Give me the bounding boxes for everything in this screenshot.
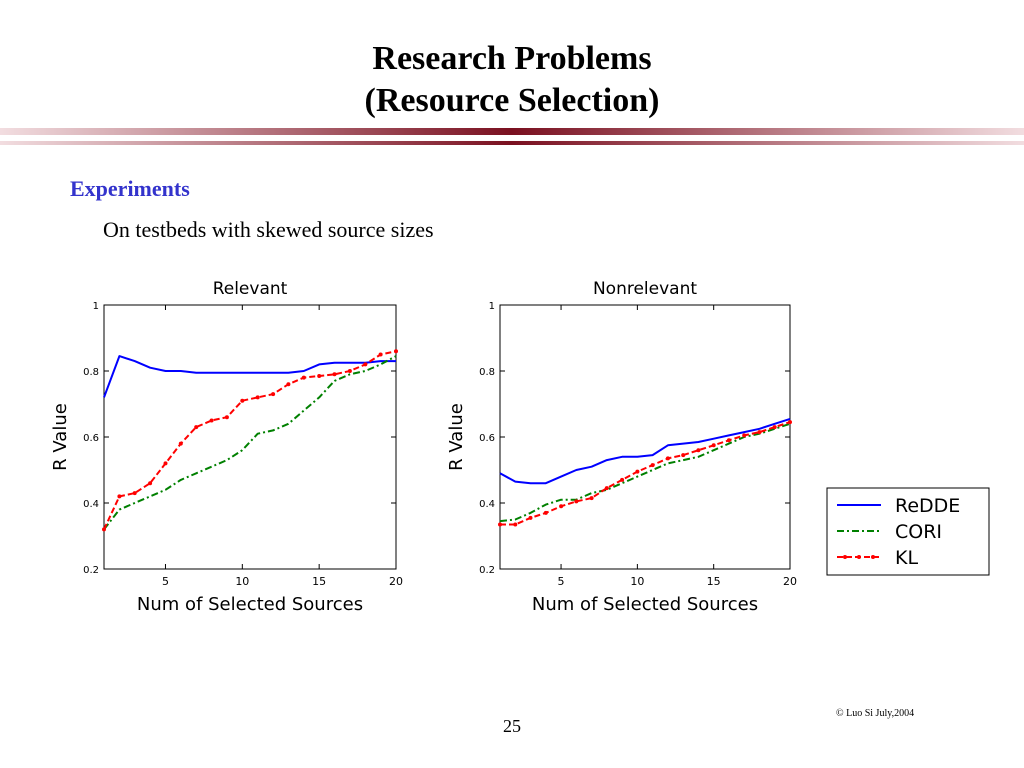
series-point-kl xyxy=(102,527,106,532)
series-line-cori xyxy=(103,355,397,531)
subheading: On testbeds with skewed source sizes xyxy=(103,217,434,242)
x-tick-label: 20 xyxy=(389,575,403,588)
series-point-kl xyxy=(635,469,640,474)
y-tick-label: 0.6 xyxy=(479,433,495,444)
x-tick-label: 10 xyxy=(235,575,249,588)
series-point-kl xyxy=(604,486,609,491)
x-tick-label: 10 xyxy=(630,575,644,588)
y-axis-label: R Value xyxy=(50,403,71,471)
series-point-kl xyxy=(271,392,276,397)
series-point-kl xyxy=(332,372,337,377)
series-point-kl xyxy=(224,415,229,420)
series-point-kl xyxy=(513,522,518,527)
series-point-kl xyxy=(498,522,502,527)
title-divider-thick xyxy=(0,128,1024,135)
y-tick-label: 1 xyxy=(489,301,495,312)
title-divider-thin xyxy=(0,141,1024,145)
legend-swatch-point xyxy=(857,555,861,559)
series-point-kl xyxy=(132,491,137,496)
series-point-kl xyxy=(347,369,352,373)
x-tick-label: 5 xyxy=(162,575,169,588)
slide-title-line1: Research Problems xyxy=(372,40,652,77)
series-point-kl xyxy=(711,443,716,448)
x-tick-label: 5 xyxy=(558,575,565,588)
series-point-kl xyxy=(620,477,625,482)
series-point-kl xyxy=(742,433,747,438)
y-tick-label: 0.4 xyxy=(479,499,495,510)
y-tick-label: 1 xyxy=(93,301,99,312)
x-tick-label: 15 xyxy=(707,575,721,588)
series-line-kl xyxy=(103,350,397,530)
y-tick-label: 0.6 xyxy=(83,433,99,444)
series-point-kl xyxy=(543,510,548,515)
series-point-kl xyxy=(301,375,306,380)
series-line-kl xyxy=(500,421,791,526)
series-point-kl xyxy=(317,374,322,378)
y-axis-label: R Value xyxy=(446,403,467,471)
series-point-kl xyxy=(240,398,245,403)
series-line-cori xyxy=(499,422,791,523)
page-number: 25 xyxy=(503,716,521,736)
series-point-kl xyxy=(394,349,398,354)
legend: ReDDE CORI KL xyxy=(826,487,990,576)
series-point-kl xyxy=(378,352,383,357)
series-point-kl xyxy=(363,362,368,367)
series-line-redde xyxy=(499,417,791,485)
legend-swatch-point xyxy=(871,555,875,559)
series-point-kl xyxy=(528,515,533,520)
y-tick-label: 0.2 xyxy=(83,565,99,576)
legend-swatch-point xyxy=(843,555,847,559)
series-point-kl xyxy=(559,504,564,509)
legend-label-redde: ReDDE xyxy=(895,495,960,517)
slide-title-line2: (Resource Selection) xyxy=(364,82,660,119)
plot-area xyxy=(499,304,791,570)
series-point-kl xyxy=(726,438,731,443)
series-line-redde xyxy=(103,355,396,398)
series-point-kl xyxy=(178,441,183,446)
footer-copyright: © Luo Si July,2004 xyxy=(836,708,915,719)
y-tick-label: 0.4 xyxy=(83,499,99,510)
x-axis-label: Num of Selected Sources xyxy=(137,594,363,615)
x-tick-label: 15 xyxy=(312,575,326,588)
y-tick-label: 0.2 xyxy=(479,565,495,576)
series-point-kl xyxy=(665,456,670,461)
series-point-kl xyxy=(209,418,214,423)
series-point-kl xyxy=(194,425,199,430)
series-point-kl xyxy=(574,499,579,504)
x-axis-label: Num of Selected Sources xyxy=(532,594,758,615)
series-point-kl xyxy=(286,382,291,387)
legend-label-kl: KL xyxy=(895,547,918,569)
legend-label-cori: CORI xyxy=(895,521,942,543)
chart-title: Nonrelevant xyxy=(593,279,697,299)
series-point-kl xyxy=(589,496,594,501)
y-tick-label: 0.8 xyxy=(479,367,495,378)
plot-area xyxy=(103,304,397,570)
series-point-kl xyxy=(255,395,260,400)
series-point-kl xyxy=(681,453,686,458)
chart-title: Relevant xyxy=(213,279,288,299)
series-point-kl xyxy=(117,494,122,499)
section-heading: Experiments xyxy=(70,176,190,201)
y-tick-label: 0.8 xyxy=(83,367,99,378)
x-tick-label: 20 xyxy=(783,575,797,588)
series-point-kl xyxy=(757,430,762,435)
series-point-kl xyxy=(148,481,153,486)
series-point-kl xyxy=(772,425,777,430)
series-point-kl xyxy=(163,461,168,466)
series-point-kl xyxy=(696,448,701,453)
series-point-kl xyxy=(650,463,655,468)
series-point-kl xyxy=(788,420,792,425)
